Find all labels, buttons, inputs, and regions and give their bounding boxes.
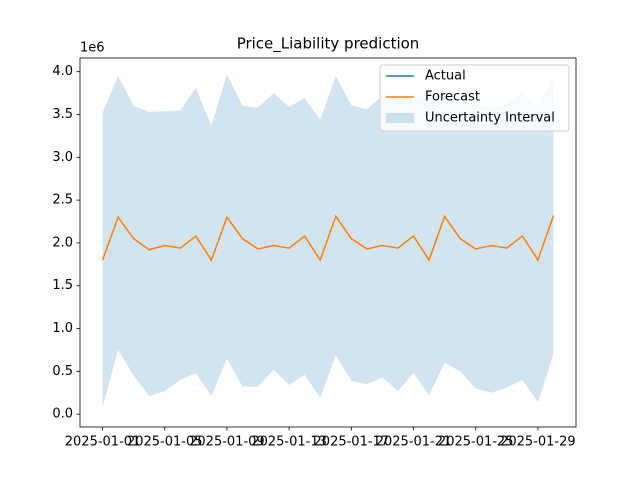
y-tick-label: 1.0 xyxy=(52,321,73,336)
series-line xyxy=(101,214,555,262)
y-tick-label: 4.0 xyxy=(52,64,73,79)
y-tick-label: 1.5 xyxy=(52,278,73,293)
y-tick-label: 2.5 xyxy=(52,193,73,208)
x-tick-label: 2025-01-09 xyxy=(189,435,265,450)
y-tick-label: 3.5 xyxy=(52,107,73,122)
y-tick-label: 2.0 xyxy=(52,235,73,250)
x-tick-label: 2025-01-21 xyxy=(376,435,452,450)
legend-label: Uncertainty Interval xyxy=(425,111,555,126)
x-tick-label: 2025-01-01 xyxy=(65,435,141,450)
legend-label: Forecast xyxy=(425,90,480,105)
legend: Actual Forecast Uncertainty Interval xyxy=(379,64,570,132)
y-tick-label: 0.0 xyxy=(52,407,73,422)
x-tick-label: 2025-01-05 xyxy=(127,435,203,450)
x-tick-label: 2025-01-17 xyxy=(314,435,390,450)
y-offset-label: 1e6 xyxy=(80,41,105,56)
legend-swatch xyxy=(386,113,414,123)
plot-frame xyxy=(79,57,577,428)
chart-title: Price_Liability prediction xyxy=(237,35,420,54)
y-tick-label: 3.0 xyxy=(52,150,73,165)
legend-label: Actual xyxy=(425,69,466,84)
legend-box xyxy=(379,64,570,132)
x-tick-label: 2025-01-13 xyxy=(251,435,327,450)
x-tick-label: 2025-01-29 xyxy=(500,435,576,450)
uncertainty-band xyxy=(102,74,554,408)
y-tick-label: 0.5 xyxy=(52,364,73,379)
x-tick-label: 2025-01-25 xyxy=(438,435,514,450)
